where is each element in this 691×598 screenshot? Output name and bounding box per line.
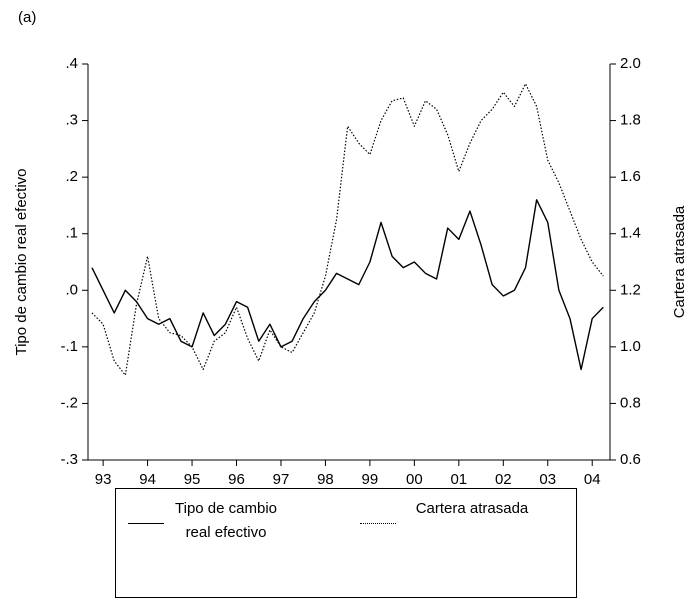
legend-label: Cartera atrasada [415,500,529,517]
y2-tick-label: 1.0 [620,338,641,355]
y-tick-label: .1 [65,225,78,242]
y2-tick-label: 0.8 [620,394,641,411]
y2-tick-label: 2.0 [620,55,641,72]
y2-tick-label: 1.8 [620,112,641,129]
y2-axis-label: Cartera atrasada [671,205,688,318]
x-tick-label: 96 [228,471,245,488]
y-tick-label: .2 [65,168,78,185]
y-tick-label: -.2 [60,394,78,411]
line-series [91,83,604,376]
y2-tick-label: 0.6 [620,451,641,468]
x-tick-label: 98 [317,471,334,488]
legend-label: Tipo de cambio real efectivo [175,500,277,541]
x-tick-label: 94 [139,471,156,488]
y2-tick-label: 1.6 [620,168,641,185]
legend: Tipo de cambio real efectivo Cartera atr… [115,488,577,598]
y-tick-label: .3 [65,112,78,129]
x-tick-label: 01 [450,471,467,488]
y-tick-label: -.3 [60,451,78,468]
x-tick-label: 99 [362,471,379,488]
x-tick-label: 97 [273,471,290,488]
line-series [91,199,604,371]
legend-swatch [128,523,164,524]
x-tick-label: 95 [184,471,201,488]
legend-swatch [360,523,396,524]
y2-tick-label: 1.2 [620,281,641,298]
y-tick-label: -.1 [60,338,78,355]
x-tick-label: 04 [584,471,601,488]
x-tick-label: 03 [539,471,556,488]
panel-label: (a) [18,9,36,26]
y-tick-label: .0 [65,281,78,298]
y2-tick-label: 1.4 [620,225,641,242]
y-tick-label: .4 [65,55,78,72]
x-tick-label: 93 [95,471,112,488]
y-axis-label: Tipo de cambio real efectivo [13,168,30,355]
x-tick-label: 02 [495,471,512,488]
x-tick-label: 00 [406,471,423,488]
